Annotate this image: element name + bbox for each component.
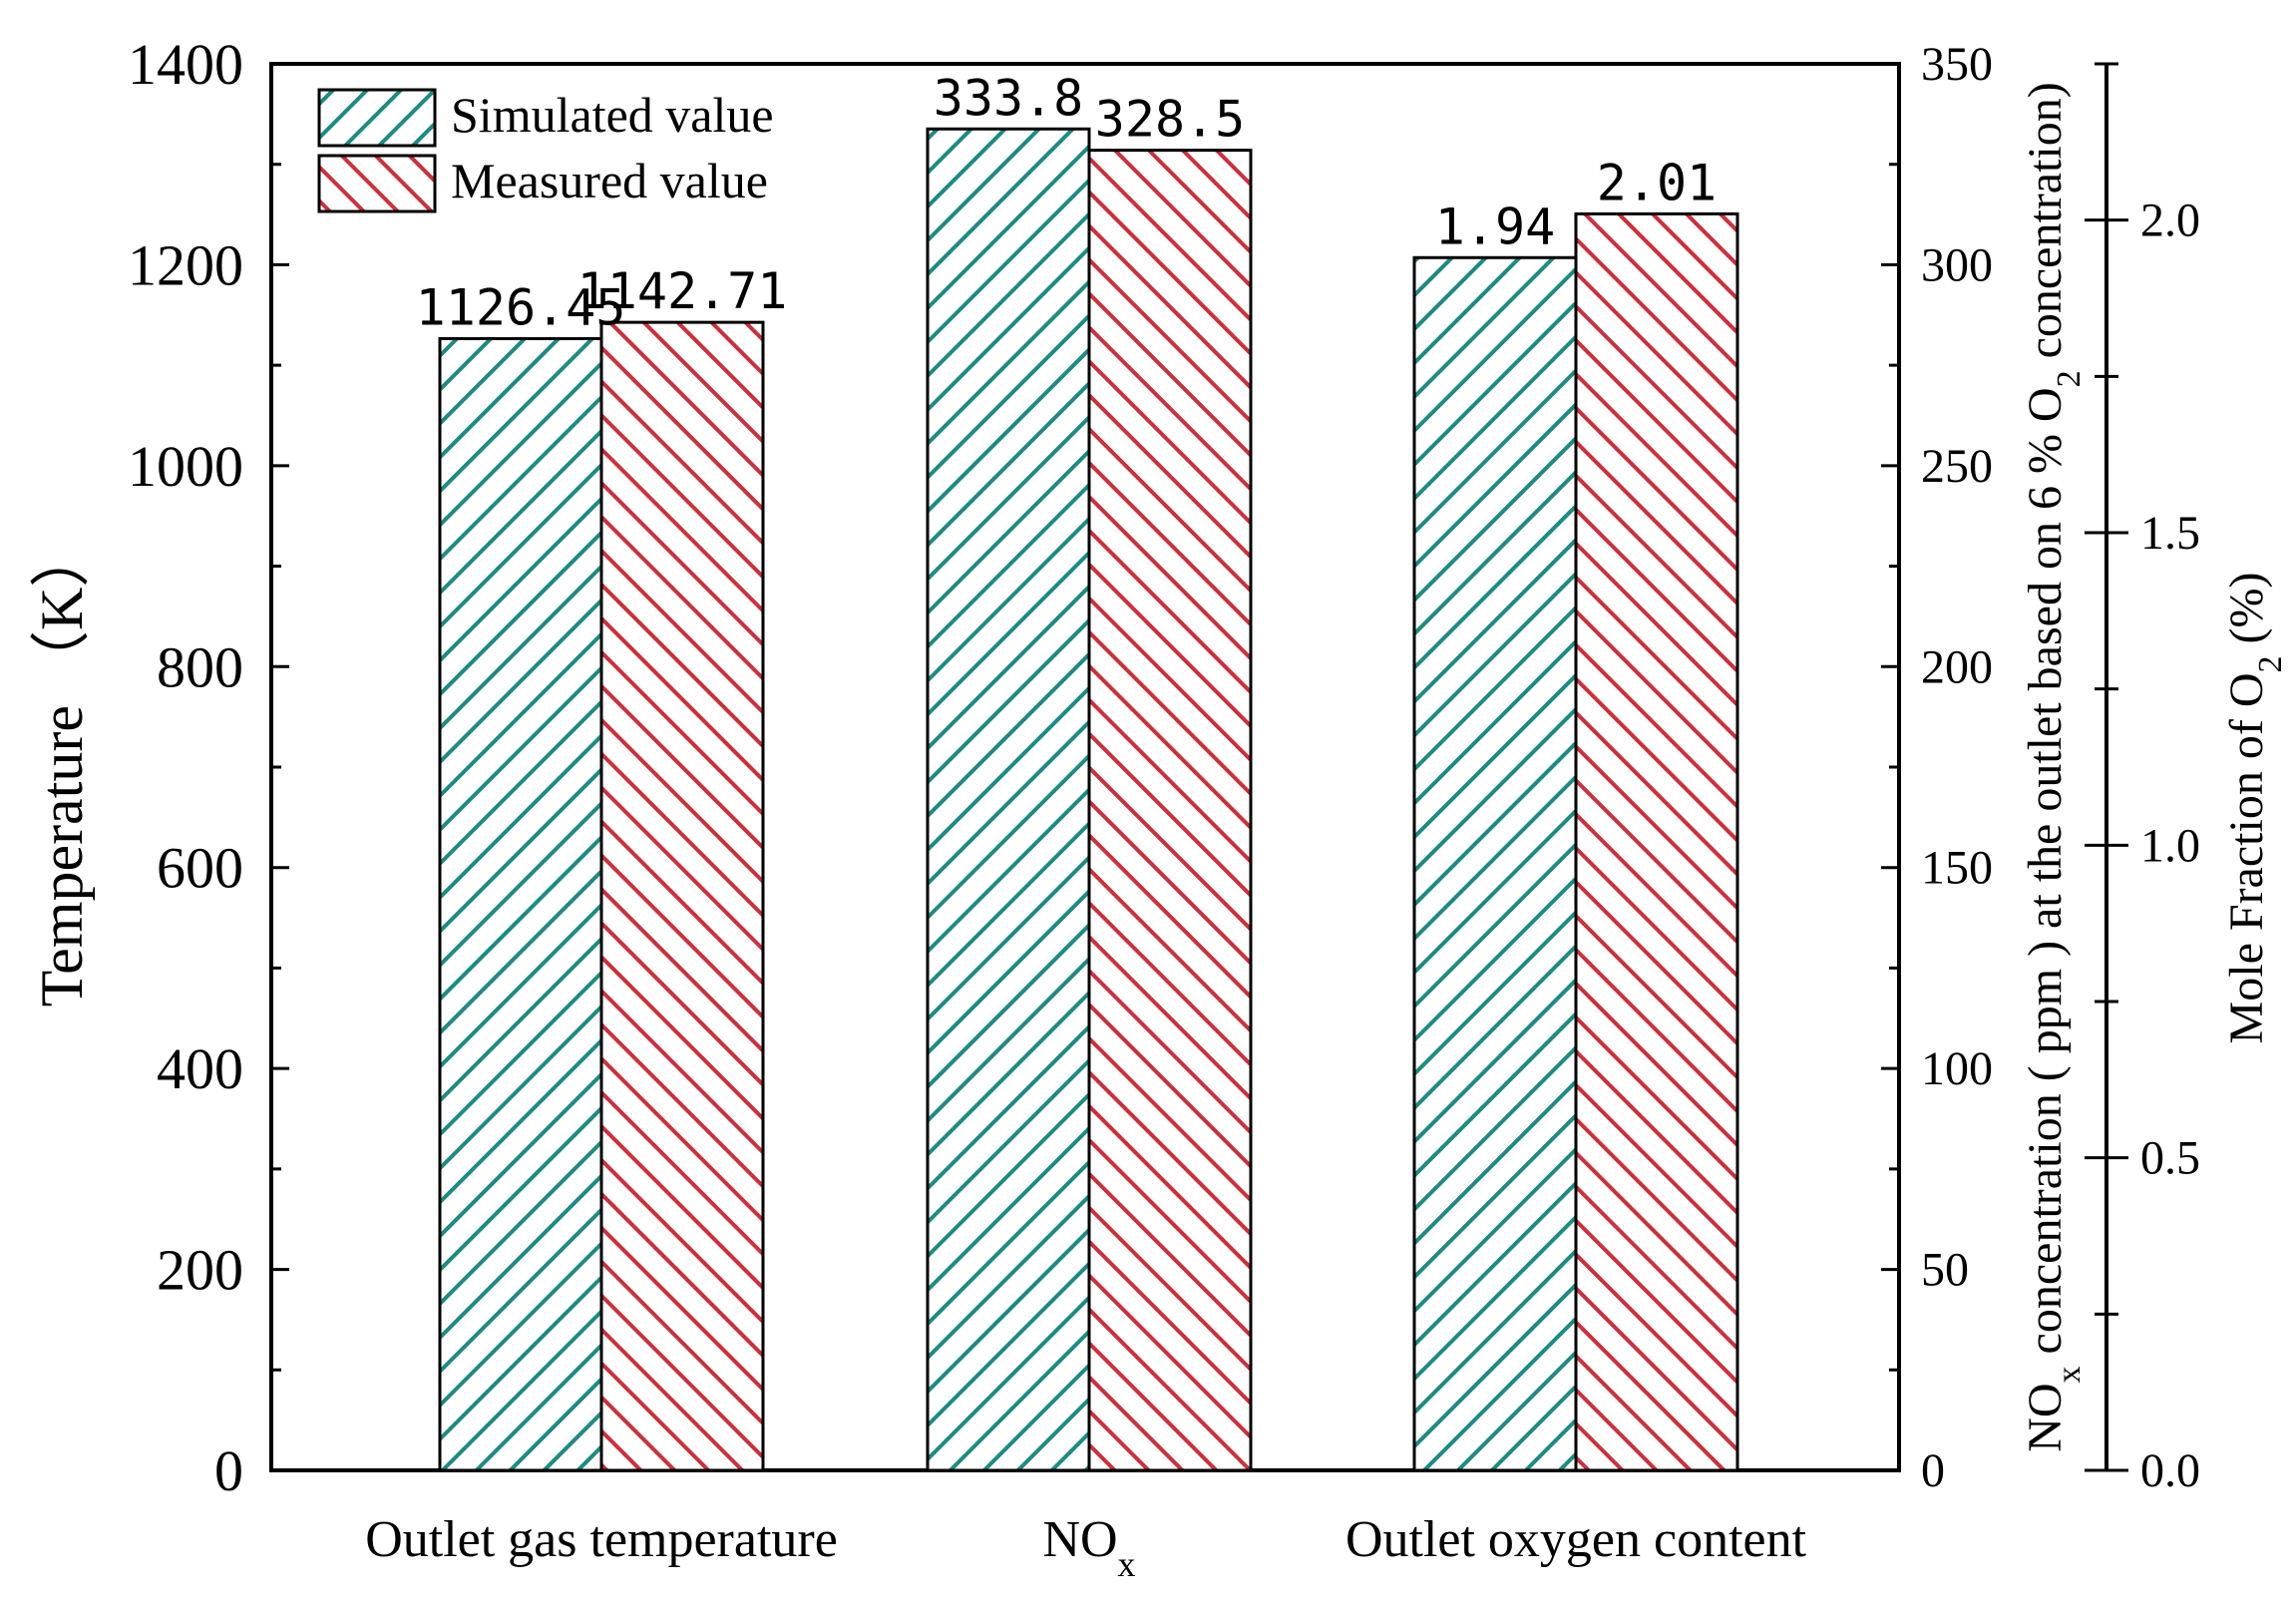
- bar-simulated-0: [438, 337, 603, 1472]
- left-tick-label: 400: [157, 1036, 243, 1101]
- category-labels: Outlet gas temperature NOx Outlet oxygen c…: [365, 1511, 1806, 1584]
- bar-simulated-2: [1412, 255, 1578, 1472]
- left-tick-label: 200: [157, 1238, 243, 1303]
- left-tick-label: 1200: [128, 232, 243, 297]
- value-label-simulated-1: 333.8: [934, 69, 1084, 127]
- axis-titles: Temperature （K） NOx concentration ( ppm )…: [29, 82, 2289, 1452]
- legend-swatch-0: [317, 88, 437, 148]
- left-tick-label: 800: [157, 634, 243, 699]
- right1-tick-label: 200: [1921, 640, 1993, 693]
- right1-tick-label: 150: [1921, 842, 1993, 895]
- value-label-measured-1: 328.5: [1095, 91, 1246, 149]
- value-label-simulated-0: 1126.45: [416, 279, 626, 337]
- bars: [438, 127, 1739, 1472]
- right1-tick-label: 350: [1921, 38, 1993, 91]
- right1-tick-label: 300: [1921, 238, 1993, 291]
- legend-swatch-1: [317, 154, 437, 213]
- right2-tick-label: 0.5: [2140, 1132, 2200, 1185]
- category-label-2: Outlet oxygen content: [1345, 1511, 1807, 1568]
- right1-tick-label: 0: [1921, 1444, 1945, 1497]
- right1-axis-title: NOx concentration ( ppm ) at the outlet …: [2019, 82, 2088, 1452]
- bar-measured-0: [599, 320, 765, 1472]
- left-tick-label: 1400: [128, 32, 243, 97]
- legend: Simulated value Measured value: [317, 87, 774, 213]
- category-label-1: NOx: [1042, 1511, 1135, 1584]
- bar-measured-1: [1087, 149, 1253, 1472]
- left-tick-label: 0: [214, 1438, 243, 1503]
- category-label-0: Outlet gas temperature: [365, 1511, 838, 1568]
- legend-label-0: Simulated value: [451, 87, 774, 143]
- left-axis: 0 200 400 600 800 1000 1200 1400: [128, 32, 289, 1503]
- right2-tick-label: 0.0: [2140, 1444, 2200, 1497]
- right1-tick-label: 250: [1921, 440, 1993, 493]
- right1-tick-label: 50: [1921, 1244, 1969, 1297]
- bar-measured-2: [1574, 211, 1739, 1472]
- right2-tick-label: 1.5: [2140, 507, 2200, 560]
- right2-tick-label: 2.0: [2140, 195, 2200, 247]
- right-axis-o2: 0.0 0.5 1.0 1.5 2.0: [2085, 62, 2200, 1497]
- value-label-simulated-2: 1.94: [1435, 198, 1555, 255]
- value-label-measured-0: 1142.71: [577, 262, 788, 320]
- value-label-measured-2: 2.01: [1597, 154, 1717, 211]
- bar-simulated-1: [926, 127, 1091, 1472]
- left-tick-label: 600: [157, 836, 243, 901]
- right2-axis-title: Mole Fraction of O2 (%): [2220, 573, 2289, 1044]
- right2-tick-label: 1.0: [2140, 819, 2200, 872]
- right-axis-nox: 0 50 100 150 200 250 300 350: [1881, 38, 1993, 1497]
- left-axis-title: Temperature （K）: [29, 528, 95, 1008]
- right1-tick-label: 100: [1921, 1042, 1993, 1095]
- legend-label-1: Measured value: [451, 153, 768, 208]
- left-tick-label: 1000: [128, 434, 243, 499]
